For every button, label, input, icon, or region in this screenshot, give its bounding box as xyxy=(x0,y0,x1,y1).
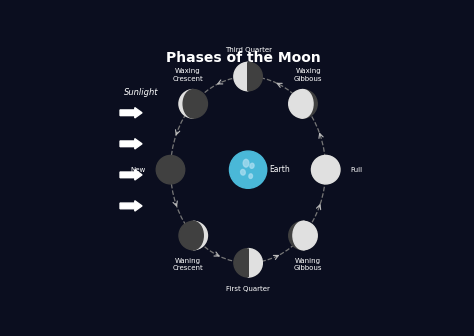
Circle shape xyxy=(179,221,208,250)
Wedge shape xyxy=(179,90,193,118)
Text: Full: Full xyxy=(350,167,363,173)
Circle shape xyxy=(156,156,185,184)
Circle shape xyxy=(311,156,340,184)
Text: Waning
Gibbous: Waning Gibbous xyxy=(294,257,322,271)
Circle shape xyxy=(179,90,208,118)
Wedge shape xyxy=(289,90,303,118)
Circle shape xyxy=(289,90,317,118)
Wedge shape xyxy=(234,62,248,91)
Wedge shape xyxy=(248,249,262,277)
Circle shape xyxy=(234,249,262,277)
Text: Phases of the Moon: Phases of the Moon xyxy=(165,51,320,65)
Ellipse shape xyxy=(293,221,313,250)
Text: Waxing
Gibbous: Waxing Gibbous xyxy=(294,68,322,82)
Wedge shape xyxy=(303,221,317,250)
Circle shape xyxy=(234,62,262,91)
Text: Waning
Crescent: Waning Crescent xyxy=(173,257,203,271)
Ellipse shape xyxy=(183,221,203,250)
Circle shape xyxy=(311,156,340,184)
Text: Sunlight: Sunlight xyxy=(124,88,158,96)
Ellipse shape xyxy=(249,174,253,178)
Text: Waxing
Crescent: Waxing Crescent xyxy=(173,68,203,82)
FancyArrow shape xyxy=(120,170,142,180)
Ellipse shape xyxy=(250,163,254,168)
Circle shape xyxy=(289,221,317,250)
Ellipse shape xyxy=(243,159,249,167)
Circle shape xyxy=(229,151,267,188)
Ellipse shape xyxy=(293,90,313,118)
Text: Third Quarter: Third Quarter xyxy=(225,47,272,53)
Ellipse shape xyxy=(241,169,245,175)
FancyArrow shape xyxy=(120,139,142,149)
FancyArrow shape xyxy=(120,201,142,211)
Text: New: New xyxy=(131,167,146,173)
Text: Earth: Earth xyxy=(269,165,290,174)
FancyArrow shape xyxy=(120,108,142,118)
Wedge shape xyxy=(193,221,208,250)
Ellipse shape xyxy=(183,90,203,118)
Text: First Quarter: First Quarter xyxy=(226,286,270,292)
